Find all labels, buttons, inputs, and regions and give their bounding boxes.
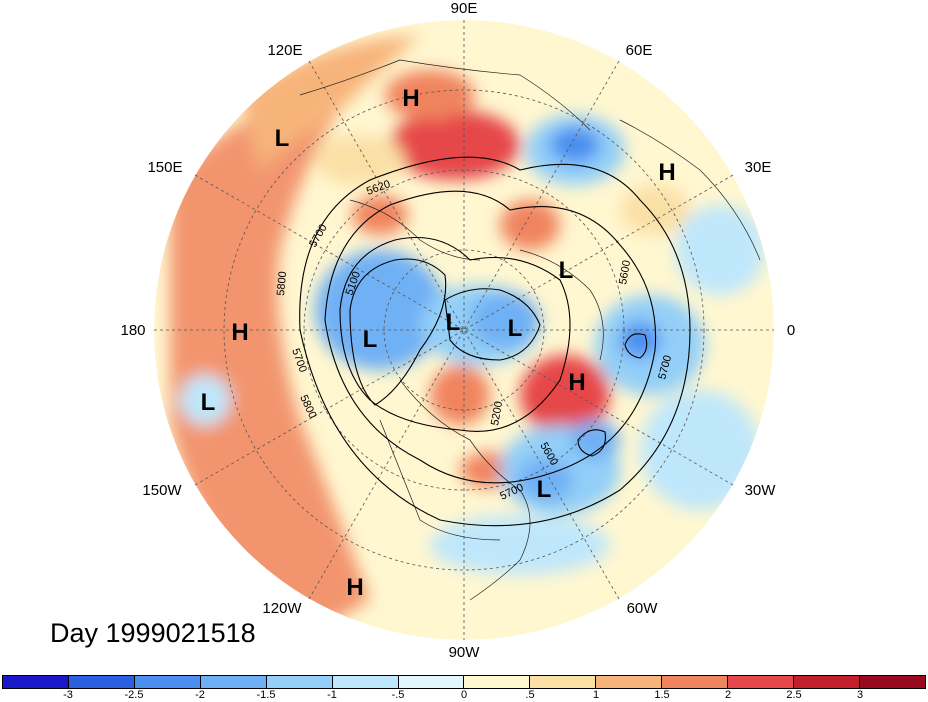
coastlines	[299, 59, 761, 601]
lon-label-150e: 150E	[147, 159, 182, 176]
colorbar-tick-label: -3	[63, 689, 73, 701]
colorbar-tick-label: -2	[195, 689, 205, 701]
height-contours	[299, 156, 691, 527]
pressure-center-low: L	[559, 257, 574, 284]
pressure-center-low: L	[508, 315, 523, 342]
colorbar-tick-label: 2.5	[786, 689, 802, 701]
lon-label-150w: 150W	[142, 482, 182, 499]
contour-label: 5200	[489, 400, 505, 426]
pressure-center-high: H	[658, 159, 675, 186]
colorbar	[2, 675, 926, 689]
lon-label-0: 0	[787, 322, 795, 339]
pressure-center-high: H	[568, 369, 585, 396]
colorbar-swatch	[530, 676, 597, 688]
colorbar-tick-label: 1	[592, 689, 600, 701]
contour-label: 5600	[617, 259, 633, 285]
lon-label-90e: 90E	[451, 0, 478, 17]
colorbar-swatch	[3, 676, 69, 688]
lon-label-90w: 90W	[449, 644, 481, 661]
lon-label-60e: 60E	[626, 42, 653, 59]
colorbar-swatch	[200, 676, 267, 688]
colorbar-swatch	[332, 676, 399, 688]
lon-label-30e: 30E	[745, 159, 772, 176]
colorbar-swatch	[596, 676, 663, 688]
colorbar-swatch	[134, 676, 201, 688]
colorbar-swatch	[398, 676, 465, 688]
polar-stereographic-map: 90E 60E 30E 0 30W 60W 90W 120W 150W 180 …	[120, 0, 795, 661]
pressure-center-low: L	[446, 309, 461, 336]
colorbar-tick-label: .5	[525, 689, 535, 701]
pressure-center-high: H	[402, 85, 419, 112]
colorbar-swatch	[266, 676, 333, 688]
lon-label-60w: 60W	[627, 600, 659, 617]
colorbar-swatch	[662, 676, 729, 688]
colorbar-tick-label: -2.5	[124, 689, 144, 701]
pressure-center-low: L	[363, 326, 378, 353]
lon-label-120w: 120W	[262, 600, 302, 617]
colorbar-tick-label: -.5	[391, 689, 405, 701]
graticule	[154, 20, 774, 640]
pressure-center-high: H	[231, 319, 248, 346]
colorbar-tick-label: -1	[327, 689, 337, 701]
contour-label: 5800	[275, 271, 289, 296]
lon-label-120e: 120E	[267, 42, 302, 59]
colorbar-swatch	[859, 676, 925, 688]
pressure-center-high: H	[346, 574, 363, 601]
colorbar-tick-label: 1.5	[654, 689, 670, 701]
colorbar-tick-label: -1.5	[256, 689, 276, 701]
colorbar-swatch	[68, 676, 135, 688]
colorbar-swatch	[464, 676, 531, 688]
lon-label-30w: 30W	[745, 482, 777, 499]
colorbar-swatch	[728, 676, 795, 688]
colorbar-tick-label: 0	[460, 689, 468, 701]
colorbar-ticks: -3 -2.5 -2 -1.5 -1 -.5 0 .5 1 1.5 2 2.5 3	[0, 689, 928, 702]
colorbar-tick-label: 3	[856, 689, 864, 701]
pressure-center-low: L	[537, 476, 552, 503]
pressure-center-low: L	[201, 389, 216, 416]
lon-label-180: 180	[120, 322, 145, 339]
colorbar-tick-label: 2	[724, 689, 732, 701]
plot-title: Day 1999021518	[50, 618, 256, 648]
colorbar-swatch	[794, 676, 860, 688]
pressure-center-low: L	[275, 125, 290, 152]
